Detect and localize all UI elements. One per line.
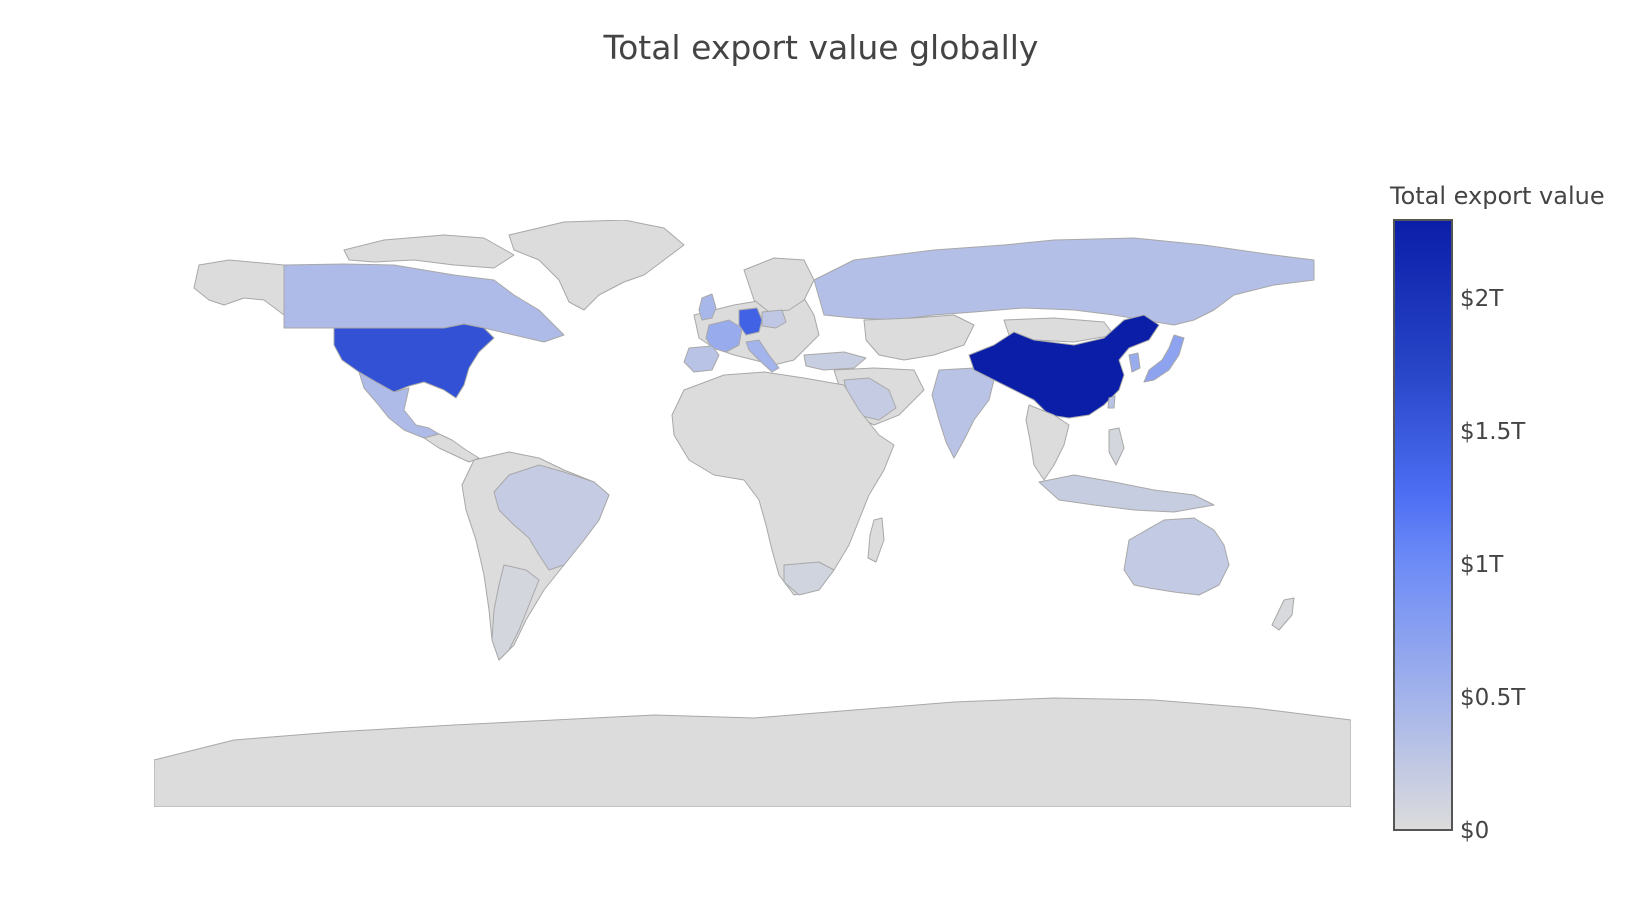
colorbar-tick: $2T <box>1460 285 1504 312</box>
region-greenland[interactable] <box>508 220 685 311</box>
region-south-korea[interactable] <box>1128 352 1141 373</box>
region-central-america[interactable] <box>423 433 480 463</box>
region-germany[interactable] <box>738 307 763 336</box>
colorbar-gradient <box>1393 219 1453 831</box>
colorbar-tick: $1.5T <box>1460 418 1526 445</box>
region-new-zealand[interactable] <box>1271 597 1295 631</box>
region-alaska[interactable] <box>193 259 285 316</box>
region-scandinavia[interactable] <box>743 257 815 313</box>
region-italy[interactable] <box>745 339 780 373</box>
region-taiwan[interactable] <box>1107 395 1116 409</box>
colorbar-title: Total export value <box>1390 182 1605 210</box>
region-india[interactable] <box>931 367 995 459</box>
region-central-asia[interactable] <box>863 314 975 361</box>
region-arctic-islands[interactable] <box>343 234 515 269</box>
region-china[interactable] <box>968 314 1160 419</box>
colorbar-tick: $1T <box>1460 551 1504 578</box>
region-spain[interactable] <box>683 345 720 373</box>
region-france[interactable] <box>705 319 743 353</box>
world-map[interactable] <box>154 220 1351 807</box>
region-australia[interactable] <box>1123 517 1230 596</box>
region-south-africa[interactable] <box>783 561 835 596</box>
region-madagascar[interactable] <box>867 517 885 563</box>
region-mexico[interactable] <box>358 371 440 439</box>
region-argentina[interactable] <box>491 564 540 661</box>
region-philippines[interactable] <box>1108 427 1125 466</box>
region-united-states[interactable] <box>333 323 495 399</box>
region-indonesia[interactable] <box>1038 474 1215 513</box>
region-brazil[interactable] <box>493 464 610 571</box>
colorbar-tick: $0 <box>1460 818 1490 844</box>
chart-title: Total export value globally <box>603 28 1039 67</box>
land-layer <box>154 220 1351 807</box>
region-turkey[interactable] <box>803 351 867 371</box>
region-japan[interactable] <box>1143 334 1185 383</box>
region-poland[interactable] <box>761 309 787 329</box>
region-russia[interactable] <box>813 237 1315 326</box>
region-united-kingdom[interactable] <box>698 293 717 321</box>
colorbar-tick: $0.5T <box>1460 684 1526 711</box>
region-southeast-asia[interactable] <box>1025 404 1070 481</box>
region-antarctica[interactable] <box>154 697 1351 807</box>
